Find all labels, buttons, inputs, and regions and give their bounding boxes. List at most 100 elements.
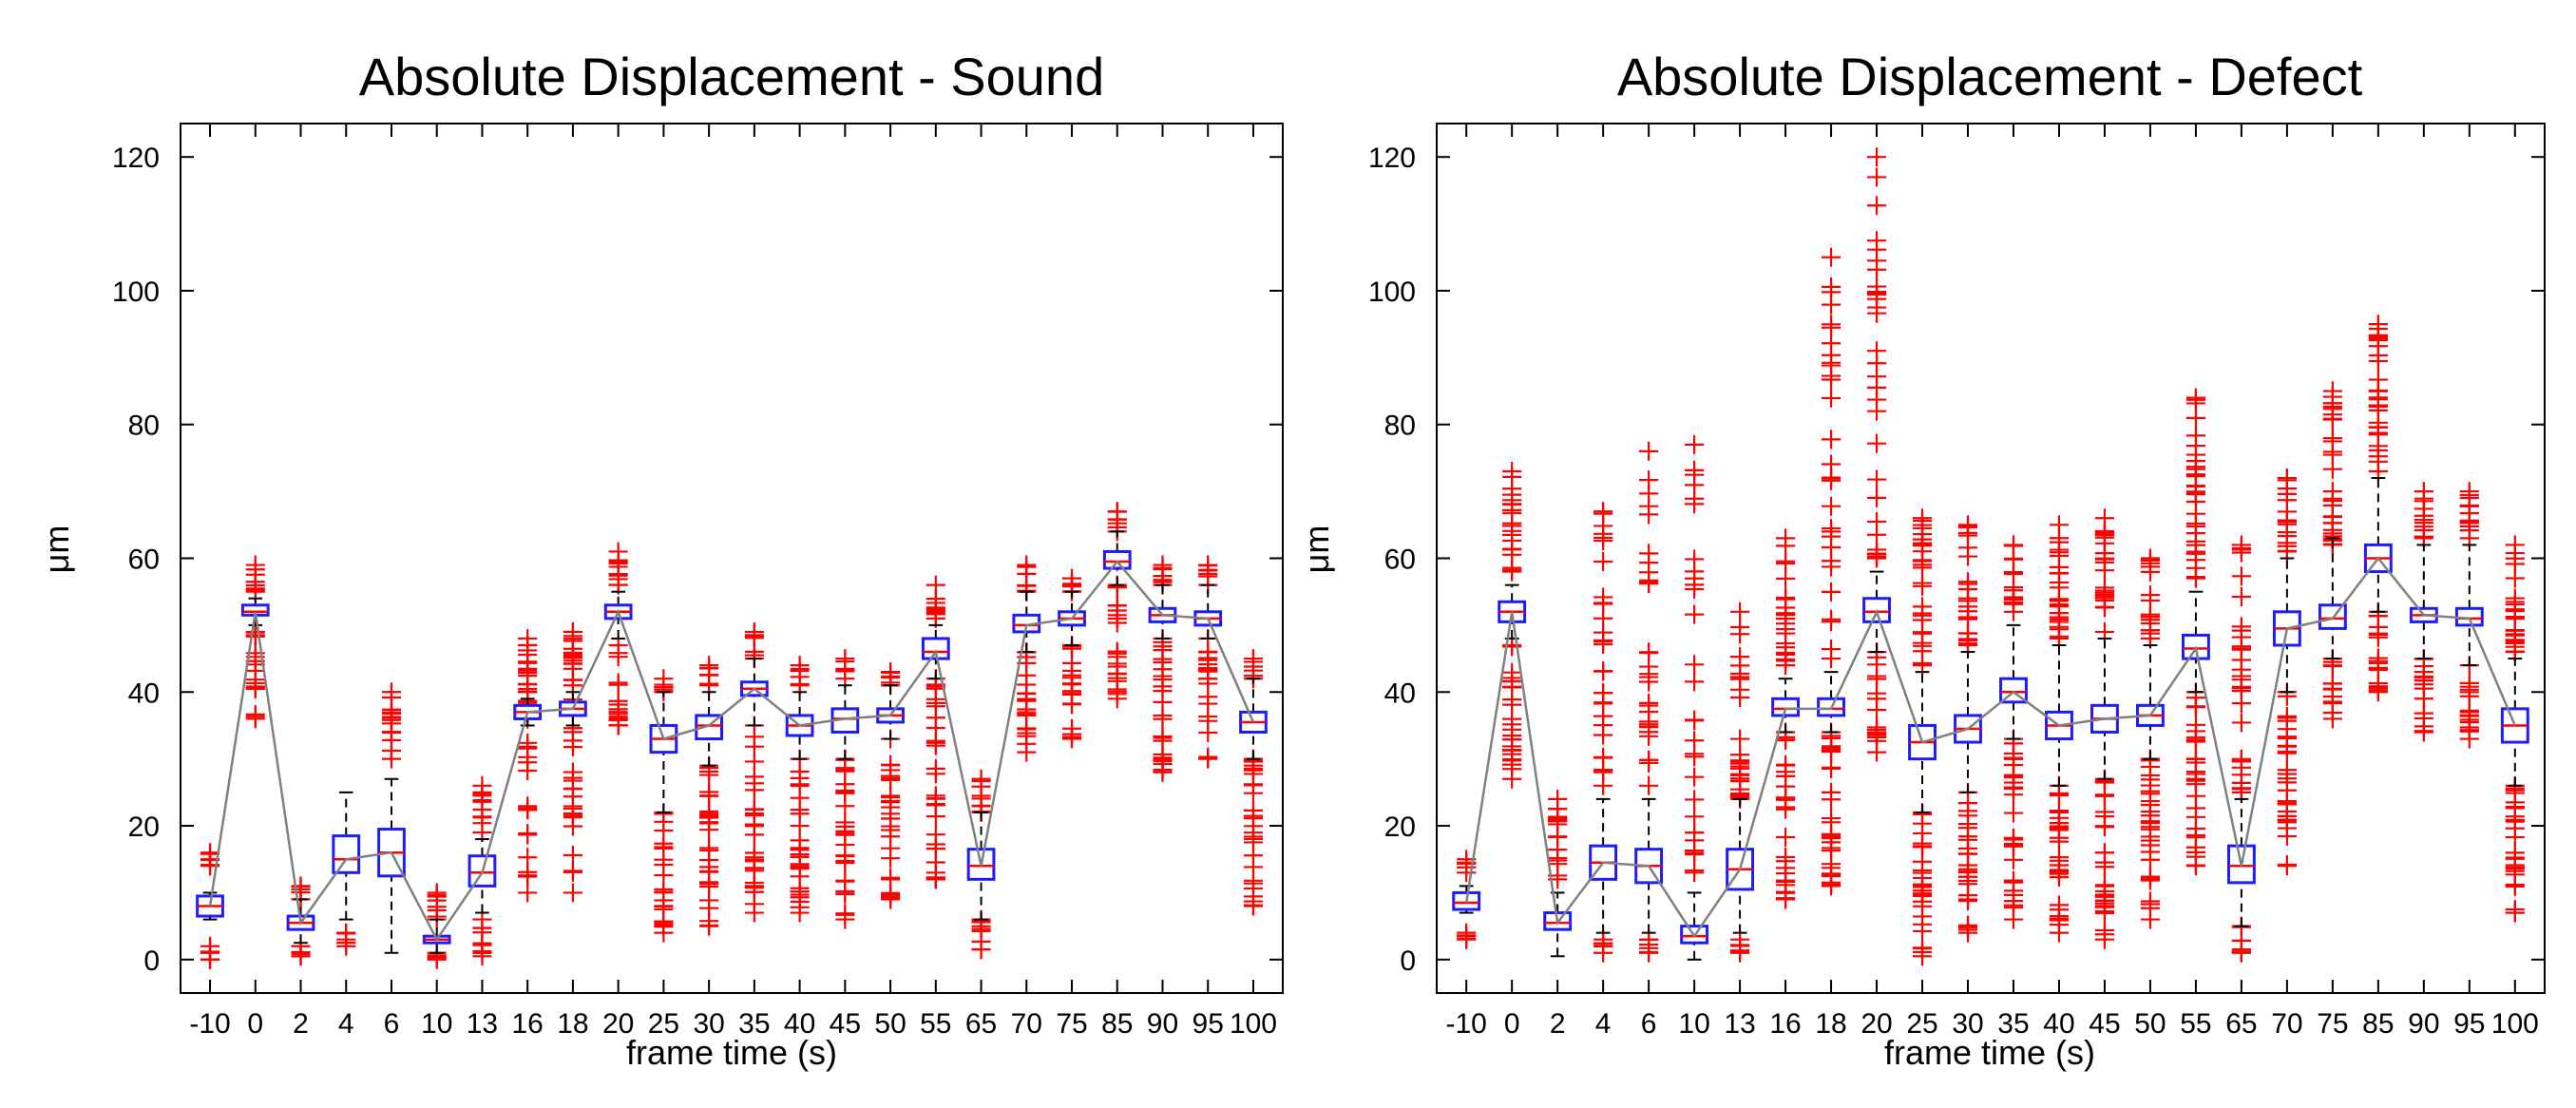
outlier-marker — [2322, 513, 2342, 533]
panel-sound: Absolute Displacement - Sound frame time… — [37, 47, 1284, 1072]
outlier-marker — [1685, 767, 1705, 787]
box — [966, 848, 996, 881]
outlier-marker — [2414, 689, 2433, 709]
outlier-marker — [2414, 491, 2433, 511]
outlier-marker — [699, 786, 719, 806]
outlier-marker — [2185, 732, 2205, 752]
x-tick-label: 25 — [648, 1008, 679, 1040]
outlier-marker — [835, 882, 855, 902]
outlier-marker — [2049, 626, 2070, 646]
outlier-marker — [1502, 516, 1522, 536]
y-tick-label: 40 — [128, 678, 160, 709]
outlier-marker — [291, 879, 311, 899]
outlier-marker — [336, 929, 356, 949]
x-tick-label: 20 — [1860, 1008, 1892, 1040]
outlier-marker — [2368, 627, 2388, 647]
outlier-marker — [699, 813, 719, 833]
outlier-marker — [1243, 870, 1263, 890]
outlier-marker — [1912, 891, 1933, 911]
outlier-marker — [1639, 715, 1659, 735]
outlier-marker — [2505, 865, 2525, 885]
outlier-marker — [1593, 716, 1613, 735]
outlier-marker — [2049, 802, 2070, 822]
y-tick-label: 20 — [128, 812, 160, 843]
outlier-marker — [881, 667, 901, 687]
outlier-marker — [699, 765, 719, 785]
outlier-marker — [608, 552, 628, 572]
outlier-marker — [1821, 526, 1841, 546]
outlier-marker — [518, 867, 538, 887]
x-tick-label: 55 — [2180, 1008, 2211, 1040]
outlier-marker — [925, 868, 945, 888]
outlier-marker — [835, 781, 855, 801]
outlier-marker — [925, 838, 945, 858]
outlier-marker — [2049, 532, 2070, 552]
y-tick-label: 100 — [112, 277, 160, 308]
outlier-marker — [2322, 490, 2342, 510]
x-tick-label: 90 — [1147, 1008, 1178, 1040]
outlier-marker — [2414, 708, 2433, 728]
outlier-marker — [1912, 851, 1933, 871]
outlier-marker — [790, 768, 810, 788]
outlier-marker — [1017, 665, 1037, 685]
outlier-marker — [2277, 708, 2297, 728]
x-tick-label: 65 — [965, 1008, 997, 1040]
box — [2181, 633, 2210, 660]
outlier-marker — [654, 812, 674, 831]
x-tick-label: -10 — [1446, 1008, 1487, 1040]
outlier-marker — [881, 792, 901, 812]
outlier-marker — [1685, 710, 1705, 730]
outlier-marker — [1776, 604, 1796, 624]
outlier-marker — [2505, 783, 2525, 803]
x-tick-label: 10 — [1678, 1008, 1709, 1040]
outlier-marker — [563, 643, 582, 663]
box — [332, 834, 361, 874]
outlier-marker — [2231, 930, 2251, 950]
x-tick-label: 16 — [1769, 1008, 1801, 1040]
outlier-marker — [2003, 872, 2024, 892]
outlier-marker — [2094, 583, 2115, 602]
outlier-marker — [790, 882, 810, 902]
outlier-marker — [1957, 523, 1978, 543]
outlier-marker — [1593, 608, 1613, 628]
outlier-marker — [1685, 655, 1705, 675]
outlier-marker — [1957, 806, 1978, 826]
outlier-marker — [1153, 706, 1173, 726]
outlier-marker — [2140, 842, 2161, 862]
outlier-marker — [1866, 367, 1887, 387]
outlier-marker — [2505, 828, 2525, 848]
outlier-marker — [1198, 556, 1218, 576]
outlier-marker — [1730, 935, 1750, 955]
outlier-marker — [1198, 641, 1218, 661]
outlier-marker — [1912, 921, 1933, 941]
outlier-marker — [563, 883, 582, 903]
outlier-marker — [2003, 536, 2024, 556]
outlier-marker — [1776, 797, 1796, 817]
outlier-marker — [1685, 731, 1705, 751]
outlier-marker — [563, 796, 582, 816]
outlier-marker — [881, 809, 901, 829]
outlier-marker — [2368, 370, 2388, 390]
outlier-marker — [1821, 741, 1841, 761]
x-tick-label: 30 — [693, 1008, 724, 1040]
outlier-marker — [2459, 682, 2479, 702]
x-tick-label: 55 — [920, 1008, 951, 1040]
outlier-marker — [2231, 566, 2251, 586]
outlier-marker — [1593, 762, 1613, 782]
outlier-marker — [1957, 917, 1978, 937]
outlier-marker — [699, 911, 719, 931]
outlier-marker — [2185, 408, 2205, 428]
outlier-marker — [2185, 567, 2205, 587]
outlier-marker — [2049, 786, 2070, 806]
outlier-marker — [1866, 724, 1887, 744]
outlier-marker — [1685, 790, 1705, 810]
outlier-marker — [1062, 668, 1082, 688]
outlier-marker — [2185, 749, 2205, 769]
outlier-marker — [2003, 785, 2024, 805]
outlier-marker — [1912, 939, 1933, 959]
outlier-marker — [1776, 828, 1796, 848]
outlier-marker — [790, 800, 810, 820]
outlier-marker — [518, 796, 538, 816]
x-tick-label: 18 — [1815, 1008, 1846, 1040]
outlier-marker — [2140, 549, 2161, 569]
